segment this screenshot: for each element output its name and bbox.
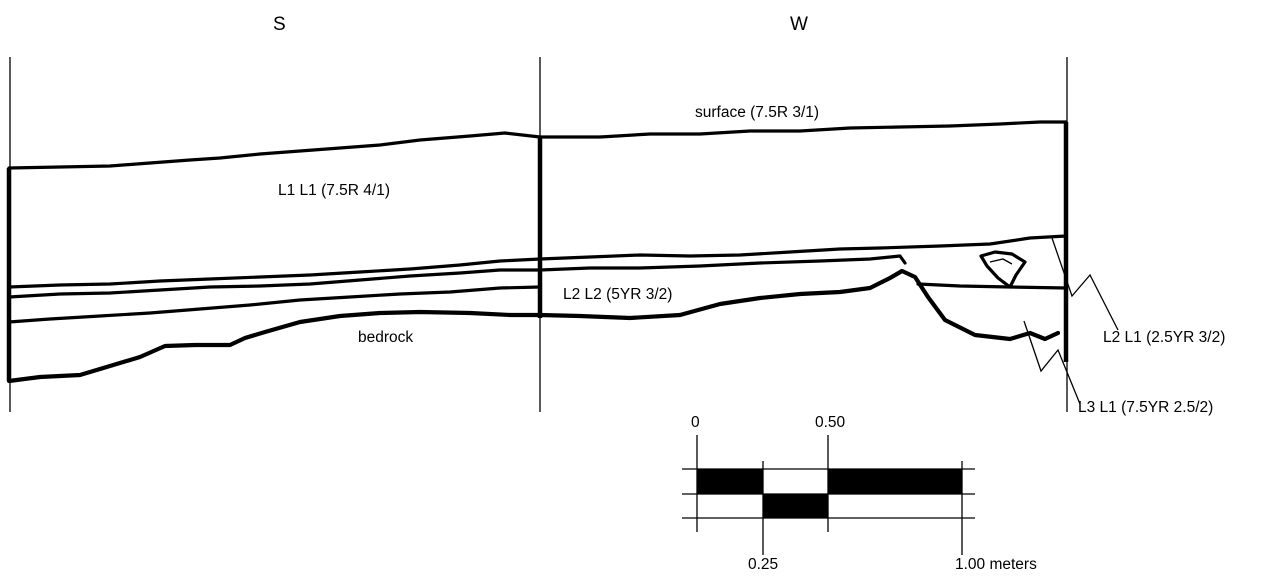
bedrock-boundary-south (6, 309, 543, 384)
scale-bar: 0 0.50 0.25 1.00 meters (682, 414, 1037, 573)
l2-upper-boundary-west (538, 234, 1068, 261)
stone-inclusion-detail (989, 258, 1013, 265)
scale-segment-0-025 (697, 469, 763, 494)
label-l2-l1: L2 L1 (2.5YR 3/2) (1103, 329, 1225, 346)
scale-segment-050-100 (828, 469, 962, 494)
stone-inclusion (979, 250, 1027, 289)
scale-tick-label-100: 1.00 meters (955, 556, 1037, 573)
scale-segment-025-050 (763, 494, 828, 518)
label-l1-l1: L1 L1 (7.5R 4/1) (278, 182, 390, 199)
leader-l2-l1 (1051, 237, 1119, 331)
label-bedrock: bedrock (358, 329, 413, 346)
south-wall-label: S (273, 14, 286, 35)
l2-l1-upper-line (916, 282, 1068, 290)
l2-lower-boundary-west (538, 254, 907, 272)
label-l2-l2: L2 L2 (5YR 3/2) (563, 286, 672, 303)
leader-l3-l1 (1023, 320, 1081, 405)
surface-boundary-south (7, 131, 542, 170)
scale-tick-label-050: 0.50 (815, 414, 846, 431)
west-wall-label: W (790, 14, 808, 35)
scale-tick-label-0: 0 (691, 414, 700, 431)
label-l3-l1: L3 L1 (7.5YR 2.5/2) (1078, 399, 1213, 416)
l2-lower-boundary-south (7, 268, 542, 299)
scale-tick-label-025: 0.25 (748, 556, 778, 573)
bedrock-boundary-west (537, 268, 1061, 342)
l2-upper-boundary-south (7, 257, 542, 289)
label-surface: surface (7.5R 3/1) (695, 104, 819, 121)
surface-boundary-west (538, 120, 1068, 139)
l1-lower-boundary-south (7, 285, 542, 324)
